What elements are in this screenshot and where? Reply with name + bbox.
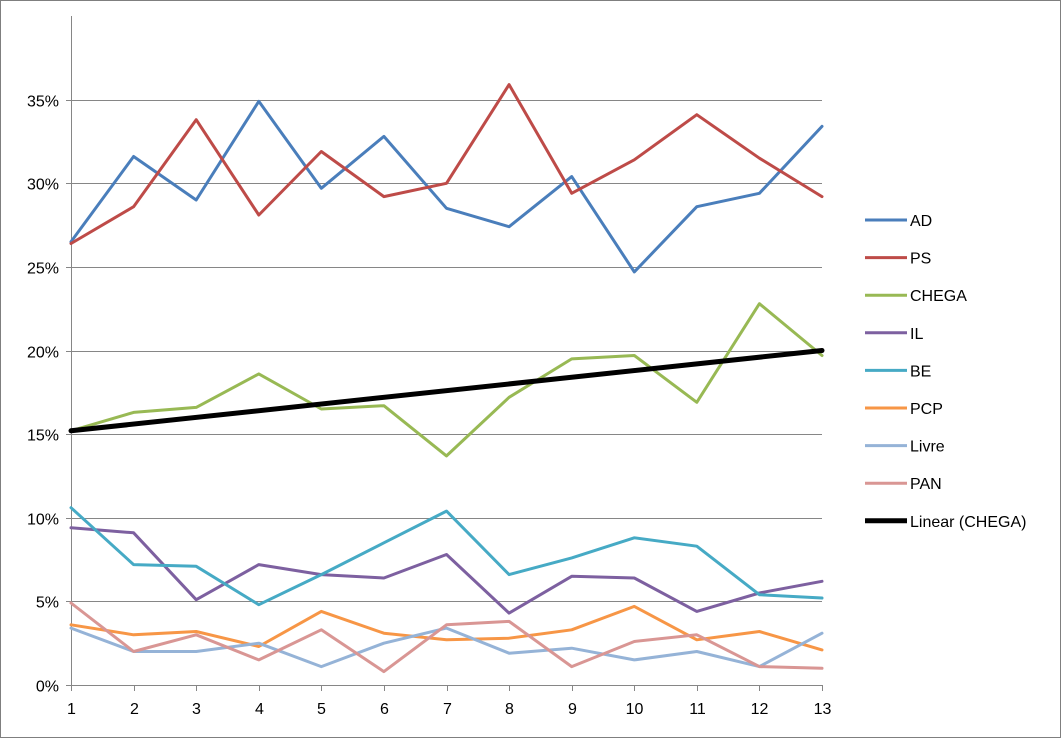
- series-line-be: [69, 506, 824, 607]
- x-tick-label: 8: [505, 701, 514, 718]
- y-tick-label: 5%: [36, 595, 59, 612]
- trendline-chega: [68, 348, 825, 434]
- legend: AD PS CHEGA IL BE PCP Livre PAN Linear (CHEGA): [865, 213, 1026, 531]
- y-tick-label: 10%: [27, 512, 59, 529]
- x-tick-label: 1: [67, 701, 76, 718]
- legend-label: PAN: [910, 476, 942, 493]
- legend-label: Linear (CHEGA): [910, 514, 1026, 531]
- y-tick-label: 0%: [36, 679, 59, 696]
- series-line-pan: [69, 601, 824, 674]
- x-tick-label: 12: [751, 701, 769, 718]
- y-tick-label: 25%: [27, 261, 59, 278]
- legend-label: PS: [910, 251, 931, 268]
- axes: 0%5%10%15%20%25%30%35%1 2 3 4 5 6 7 8 9 10 11 12 13: [27, 16, 832, 718]
- legend-label: AD: [910, 213, 932, 230]
- legend-label: CHEGA: [910, 288, 967, 305]
- x-tick-label: 10: [626, 701, 644, 718]
- y-tick-label: 20%: [27, 345, 59, 362]
- legend-label: IL: [910, 326, 923, 343]
- series-line-chega: [69, 302, 824, 458]
- gridlines: [71, 100, 822, 602]
- x-tick-label: 11: [689, 701, 706, 718]
- y-tick-label: 15%: [27, 428, 59, 445]
- x-tick-label: 9: [568, 701, 577, 718]
- series-line-ps: [69, 83, 824, 245]
- x-tick-label: 6: [380, 701, 389, 718]
- series-line-pcp: [69, 604, 824, 652]
- x-tick-label: 7: [443, 701, 452, 718]
- x-tick-label: 2: [130, 701, 139, 718]
- legend-label: PCP: [910, 401, 943, 418]
- series-line-ad: [69, 99, 824, 274]
- series-lines: [68, 83, 825, 674]
- x-tick-label: 4: [255, 701, 264, 718]
- series-line-livre: [69, 626, 824, 669]
- y-tick-label: 30%: [27, 177, 59, 194]
- y-tick-label: 35%: [27, 94, 59, 111]
- legend-label: Livre: [910, 439, 945, 456]
- x-tick-label: 3: [192, 701, 201, 718]
- series-line-il: [69, 526, 824, 615]
- x-tick-label: 13: [814, 701, 832, 718]
- legend-label: BE: [910, 363, 931, 380]
- x-tick-label: 5: [317, 701, 326, 718]
